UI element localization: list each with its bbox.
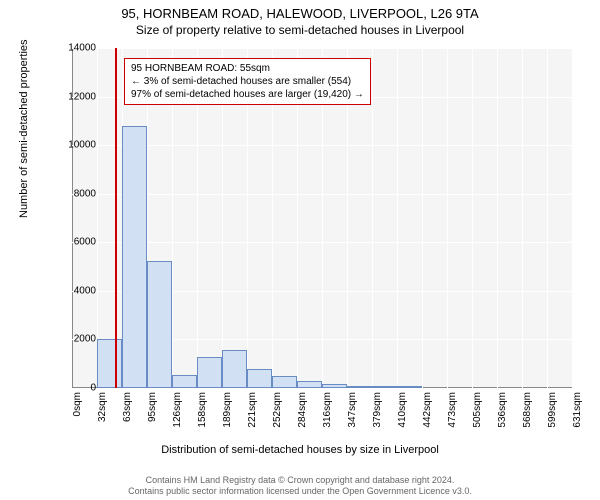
annotation-line: ← 3% of semi-detached houses are smaller… — [131, 75, 364, 88]
annotation-line: 97% of semi-detached houses are larger (… — [131, 88, 364, 101]
histogram-bar — [197, 357, 222, 388]
x-tick-label: 126sqm — [172, 392, 183, 428]
footer-line-1: Contains HM Land Registry data © Crown c… — [0, 475, 600, 487]
grid-line-v — [397, 48, 398, 388]
y-axis-label: Number of semi-detached properties — [18, 39, 30, 218]
x-tick-label: 32sqm — [97, 392, 108, 422]
footer: Contains HM Land Registry data © Crown c… — [0, 475, 600, 498]
grid-line-v — [547, 48, 548, 388]
x-tick-label: 284sqm — [297, 392, 308, 428]
x-tick-label: 252sqm — [272, 392, 283, 428]
x-tick-label: 599sqm — [547, 392, 558, 428]
x-tick-label: 316sqm — [322, 392, 333, 428]
histogram-bar — [172, 375, 197, 388]
y-tick-label: 10000 — [56, 140, 96, 151]
histogram-bar — [347, 386, 372, 388]
x-axis-label: Distribution of semi-detached houses by … — [0, 444, 600, 456]
y-tick-label: 14000 — [56, 43, 96, 54]
marker-line — [115, 48, 117, 388]
y-tick-label: 2000 — [56, 334, 96, 345]
title-main: 95, HORNBEAM ROAD, HALEWOOD, LIVERPOOL, … — [0, 0, 600, 21]
x-tick-label: 536sqm — [497, 392, 508, 428]
histogram-bar — [372, 386, 397, 388]
x-tick-label: 95sqm — [147, 392, 158, 422]
x-tick-label: 568sqm — [522, 392, 533, 428]
y-tick-label: 12000 — [56, 91, 96, 102]
histogram-bar — [297, 381, 322, 388]
histogram-bar — [247, 369, 272, 388]
histogram-bar — [272, 376, 297, 388]
y-tick-label: 6000 — [56, 237, 96, 248]
annotation-box: 95 HORNBEAM ROAD: 55sqm← 3% of semi-deta… — [124, 58, 371, 105]
grid-line-v — [522, 48, 523, 388]
histogram-bar — [97, 339, 122, 388]
annotation-line: 95 HORNBEAM ROAD: 55sqm — [131, 62, 364, 75]
title-sub: Size of property relative to semi-detach… — [0, 21, 600, 37]
grid-line-v — [422, 48, 423, 388]
y-tick-label: 8000 — [56, 188, 96, 199]
y-tick-label: 4000 — [56, 285, 96, 296]
x-tick-label: 505sqm — [472, 392, 483, 428]
footer-line-2: Contains public sector information licen… — [0, 486, 600, 498]
grid-line-v — [447, 48, 448, 388]
histogram-bar — [397, 386, 422, 388]
histogram-bar — [222, 350, 247, 388]
grid-line-v — [497, 48, 498, 388]
histogram-bar — [122, 126, 147, 388]
x-tick-label: 410sqm — [397, 392, 408, 428]
x-tick-label: 473sqm — [447, 392, 458, 428]
x-tick-label: 631sqm — [572, 392, 583, 428]
histogram-bar — [147, 261, 172, 389]
grid-line-v — [472, 48, 473, 388]
x-tick-label: 379sqm — [372, 392, 383, 428]
grid-line-v — [372, 48, 373, 388]
x-tick-label: 347sqm — [347, 392, 358, 428]
chart-container: 95, HORNBEAM ROAD, HALEWOOD, LIVERPOOL, … — [0, 0, 600, 500]
x-tick-label: 189sqm — [222, 392, 233, 428]
x-tick-label: 442sqm — [422, 392, 433, 428]
histogram-bar — [322, 384, 347, 388]
grid-line-v — [572, 48, 573, 388]
grid-line-v — [97, 48, 98, 388]
x-tick-label: 63sqm — [122, 392, 133, 422]
x-tick-label: 158sqm — [197, 392, 208, 428]
x-tick-label: 0sqm — [72, 392, 83, 416]
x-tick-label: 221sqm — [247, 392, 258, 428]
